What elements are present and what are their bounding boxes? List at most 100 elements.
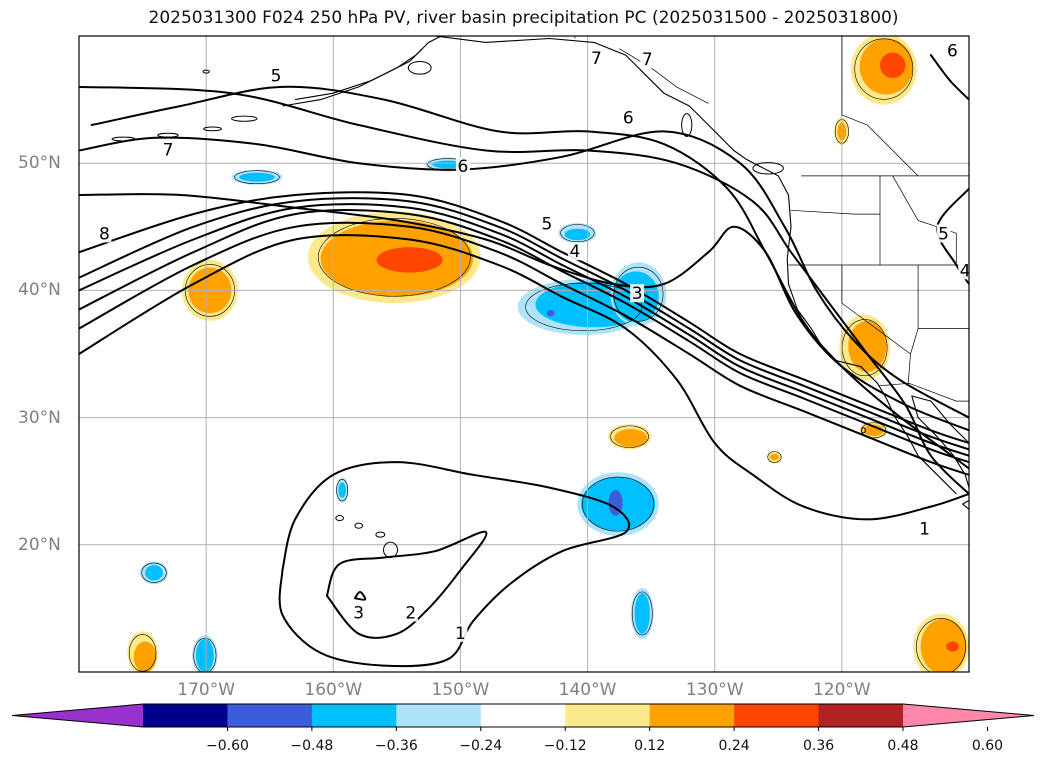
colorbar-tick-label: 0.48	[887, 738, 919, 754]
colorbar-swatch	[480, 704, 566, 727]
precip-outline	[842, 319, 888, 377]
pv-contour-6	[929, 54, 969, 101]
coastline-mexico-coast	[962, 499, 969, 510]
precip-area-neg2	[432, 160, 463, 169]
longitude-label: 170°W	[177, 680, 236, 700]
colorbar-swatch	[311, 704, 397, 727]
colorbar-swatch	[396, 704, 482, 727]
latitude-label: 40°N	[18, 280, 61, 301]
pv-contour-6	[79, 130, 969, 419]
colorbar-tick-label: −0.12	[543, 738, 587, 754]
longitude-label: 120°W	[812, 680, 871, 700]
colorbar-tick-label: −0.36	[374, 738, 418, 754]
contour-label-bg	[455, 157, 470, 176]
pv-contour-1	[79, 209, 969, 464]
coastline-alaska-peninsula-south	[282, 48, 423, 107]
contour-label: 6	[947, 41, 958, 61]
island-guadalupe	[861, 427, 866, 434]
precip-area-pos2	[133, 641, 157, 672]
island-hawaii-kauai	[335, 515, 344, 522]
coastlines-layer	[111, 36, 969, 559]
latitude-label: 20°N	[18, 534, 61, 555]
precip-outline	[141, 562, 167, 583]
contour-label-bg	[539, 214, 554, 233]
precip-area-neg2	[564, 228, 591, 241]
border-bc-alaska-border	[619, 48, 709, 104]
latitude-label: 50°N	[18, 153, 61, 174]
contour-label: 8	[99, 224, 110, 244]
contour-label: 6	[458, 157, 469, 177]
contour-label: 5	[271, 67, 282, 87]
precip-area-neg2	[145, 565, 163, 581]
precip-outline	[613, 266, 664, 322]
pv-contour-2	[79, 221, 969, 476]
contour-label-bg	[958, 261, 969, 280]
colorbar-tick-label: −0.60	[205, 738, 249, 754]
precip-area-neg3	[608, 490, 623, 516]
precip-area-pos3	[946, 641, 959, 652]
contour-label: 7	[591, 49, 602, 69]
contour-label-bg	[945, 41, 960, 60]
border-california-nevada	[841, 265, 911, 355]
pv-contour-1	[278, 461, 631, 668]
contour-label-bg	[97, 224, 112, 243]
border-us-mexico-border	[878, 382, 969, 402]
longitude-label: 160°W	[304, 680, 363, 700]
map-title: 2025031300 F024 250 hPa PV, river basin …	[148, 8, 899, 28]
contour-label-bg	[630, 284, 645, 303]
contour-label: 7	[642, 50, 653, 70]
contour-label-bg	[589, 48, 604, 67]
contour-label: 1	[919, 520, 930, 540]
border-arizona-border	[907, 353, 911, 386]
precip-area-neg2	[338, 482, 346, 498]
precip-area-neg3	[546, 310, 555, 317]
precip-outline	[336, 478, 349, 502]
precip-area-pos2	[863, 424, 884, 437]
colorbar-swatch	[818, 704, 904, 727]
contour-label-bg	[936, 224, 951, 243]
precip-outline	[317, 218, 471, 297]
precip-area-pos2	[614, 429, 648, 447]
precip-area-pos2	[770, 453, 779, 461]
island-hawaii-oahu	[354, 522, 364, 529]
precip-outline	[234, 170, 280, 184]
precip-outline	[560, 224, 595, 243]
colorbar-outline	[11, 703, 1035, 728]
colorbar-extend-low	[12, 704, 143, 727]
island-hawaii-maui	[375, 531, 386, 538]
island-haida-gwaii	[681, 113, 693, 137]
island-pribilof	[202, 69, 210, 74]
colorbar-tick-label: 0.36	[802, 738, 835, 754]
precip-outline	[854, 38, 914, 100]
longitude-label: 130°W	[685, 680, 744, 700]
precip-outline	[610, 425, 649, 448]
precip-area-neg2	[634, 593, 650, 634]
colorbar-tick-label: −0.24	[459, 738, 503, 754]
contour-label-bg	[403, 603, 418, 622]
contour-label: 4	[960, 261, 971, 281]
colorbar-tick-label: 0.60	[971, 738, 1004, 754]
pv-contour-2	[79, 203, 969, 457]
island-kodiak	[407, 60, 432, 75]
contour-label-bg	[351, 603, 366, 622]
contour-label: 7	[163, 140, 174, 160]
pv-contour-1	[79, 85, 969, 495]
contour-label-bg	[621, 108, 636, 127]
border-washington-oregon	[790, 209, 880, 215]
contour-label-bg	[161, 140, 175, 159]
precip-area-pos3	[880, 52, 906, 78]
colorbar-swatch	[143, 704, 228, 727]
gridlines	[79, 36, 969, 672]
colorbar-tick-label: 0.12	[634, 738, 666, 754]
contour-label: 3	[632, 284, 643, 304]
island-aleutian-4	[231, 115, 258, 122]
colorbar-tick-label: 0.24	[718, 738, 750, 754]
colorbar-swatch	[565, 704, 651, 727]
precip-outline	[631, 591, 653, 636]
precip-area-pos2	[848, 320, 887, 372]
precip-outline	[128, 634, 157, 672]
contour-label-bg	[917, 519, 932, 538]
contour-label: 2	[405, 603, 416, 623]
precip-outline	[193, 637, 217, 672]
